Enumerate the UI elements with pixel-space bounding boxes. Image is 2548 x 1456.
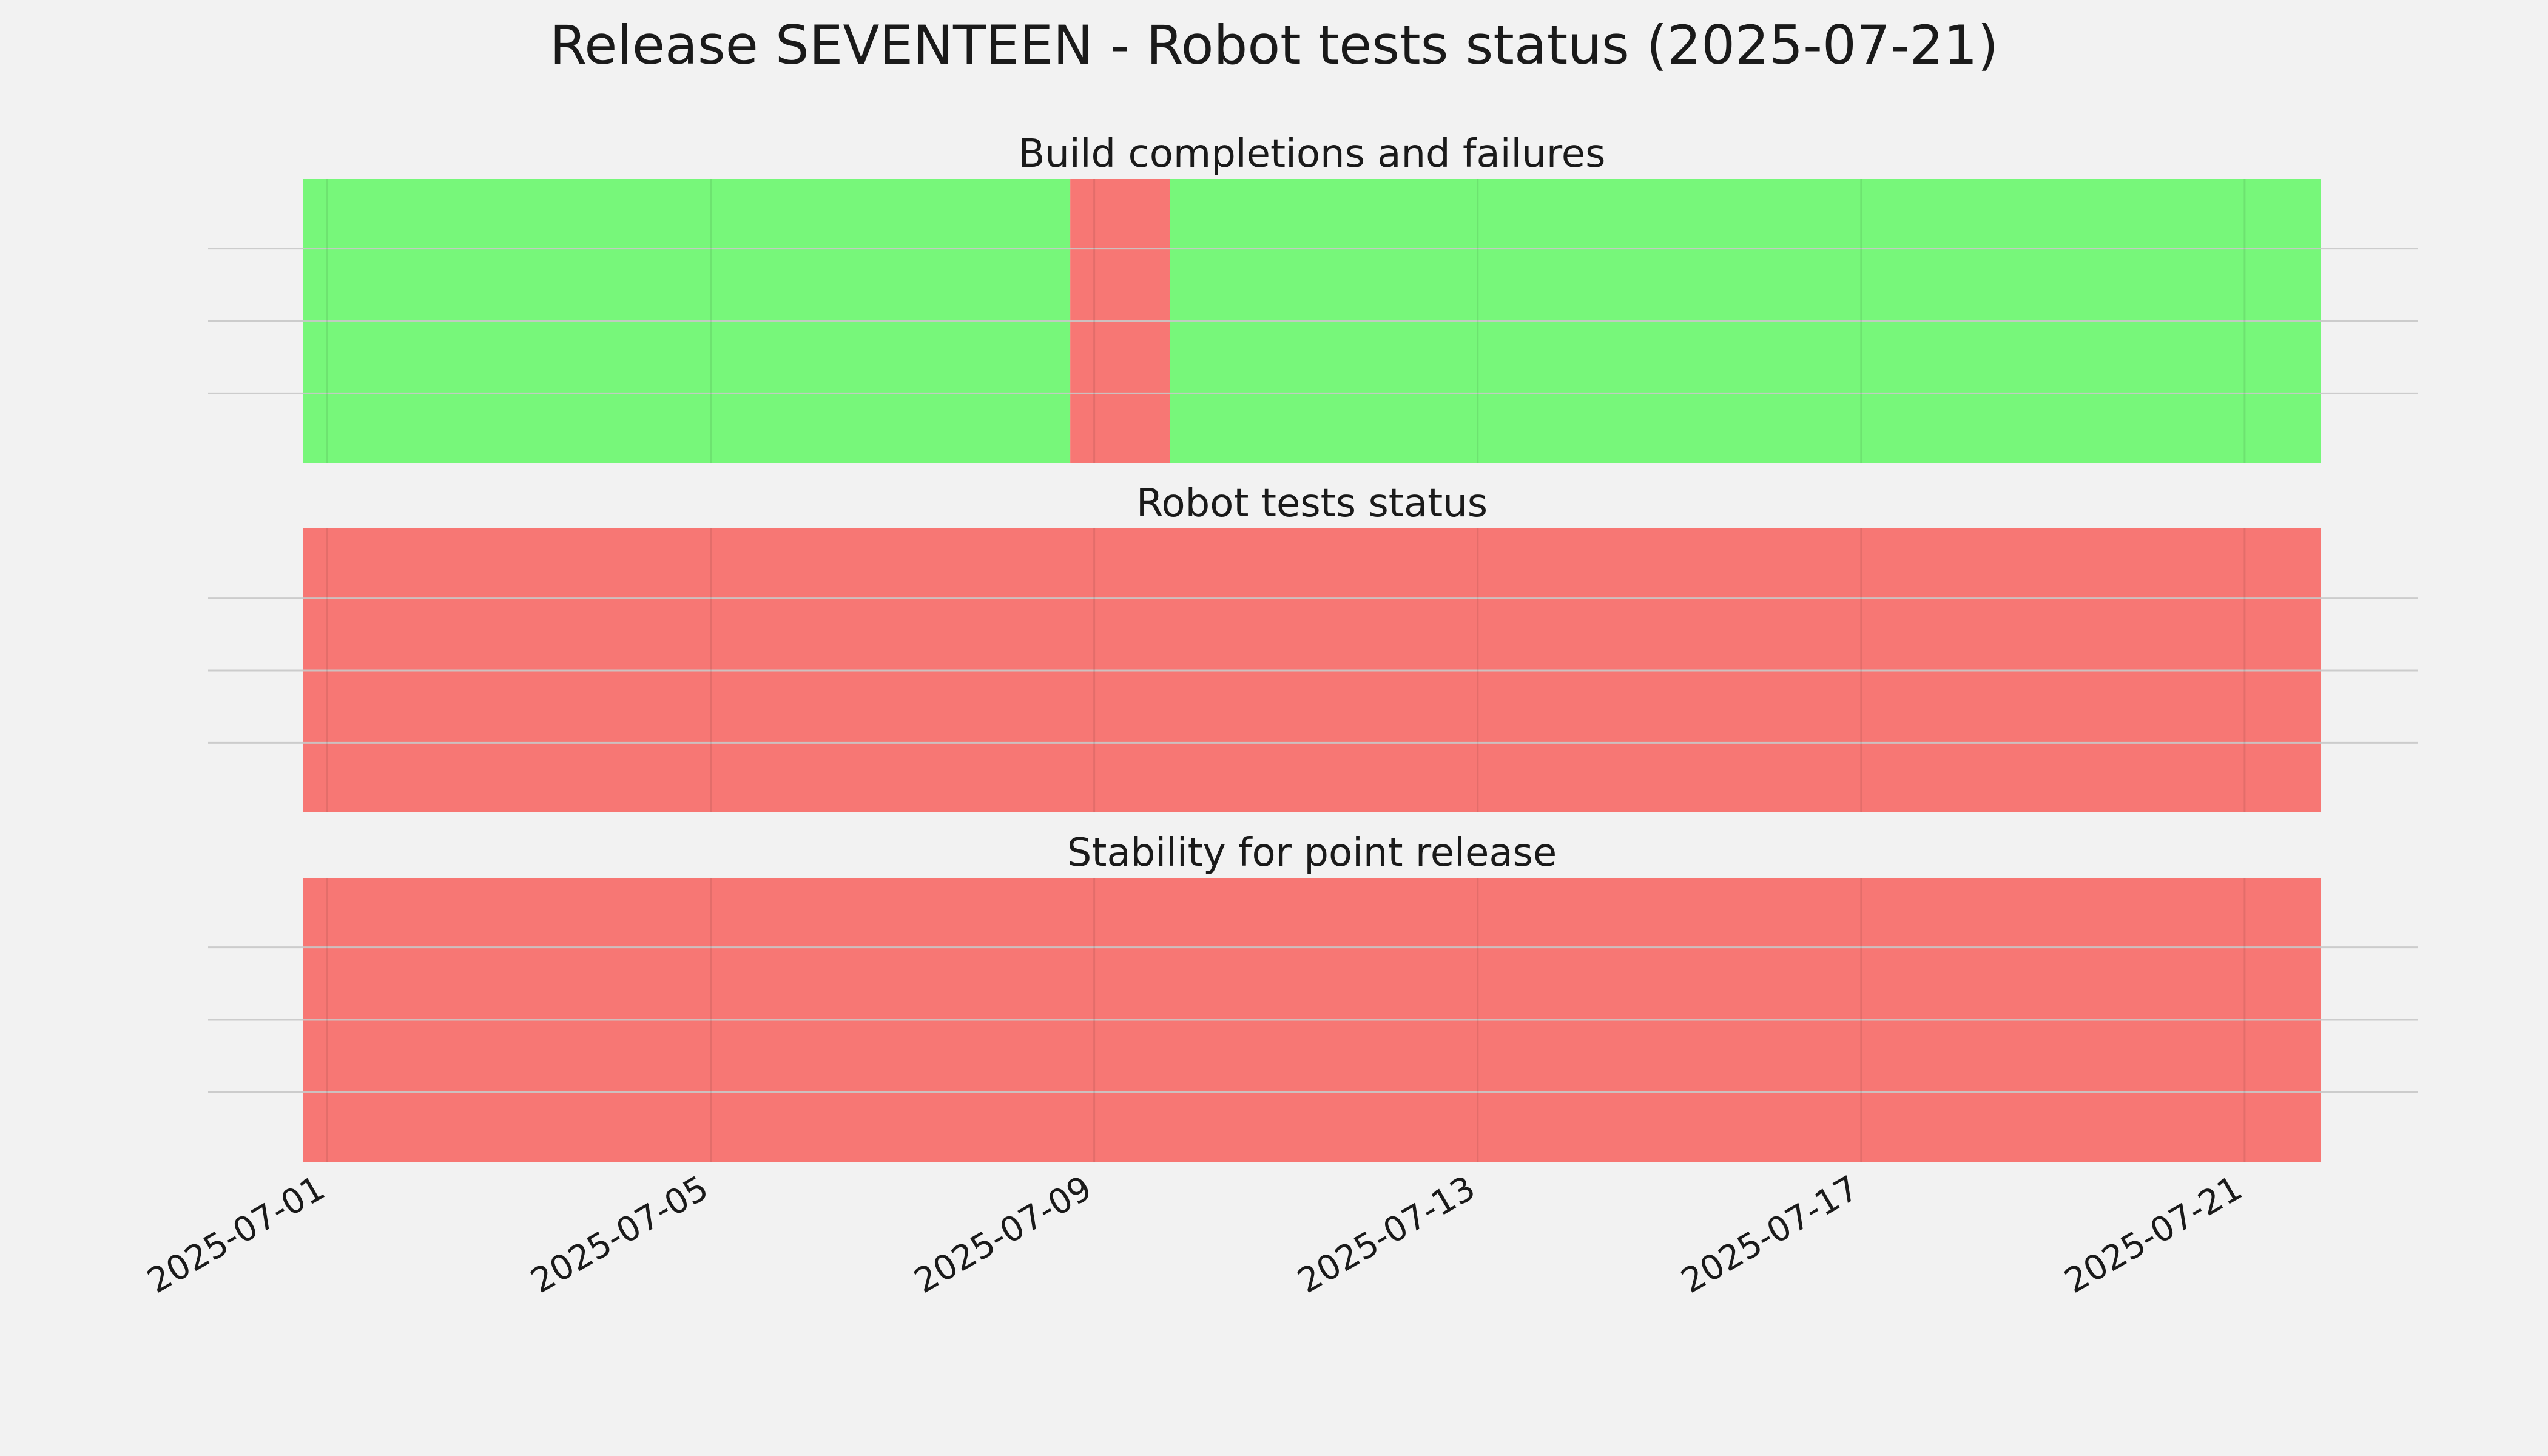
panel-2: Robot tests status [208,481,2418,812]
panel-title: Stability for point release [1067,831,1557,875]
figure-title: Release SEVENTEEN - Robot tests status (… [550,14,1998,76]
panel-title: Robot tests status [1136,481,1488,526]
panel-1: Build completions and failures [208,132,2418,463]
panels: Build completions and failures Robot test… [208,132,2418,1162]
panel-3: Stability for point release [208,831,2418,1162]
panel-title: Build completions and failures [1019,132,1606,177]
